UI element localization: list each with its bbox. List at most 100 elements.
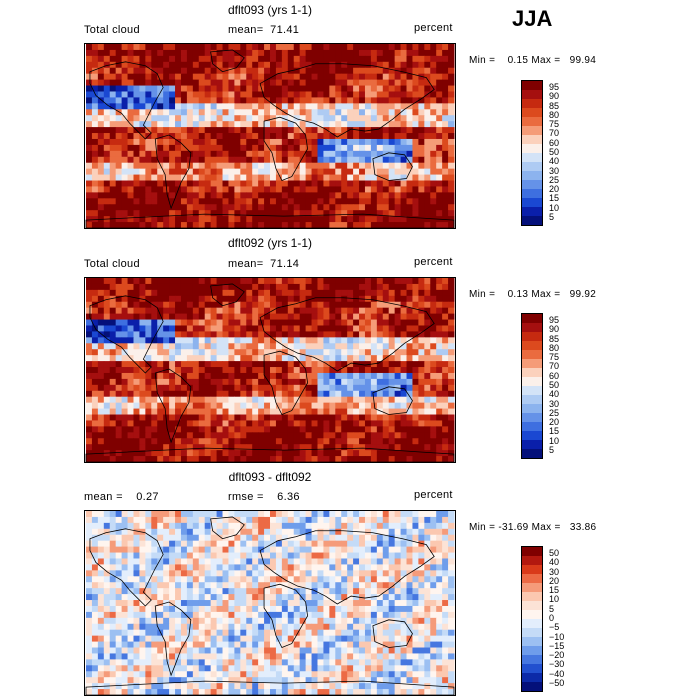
coastline [210, 516, 245, 540]
colorbar-swatch [522, 126, 542, 135]
panel-1-map [84, 43, 456, 229]
coastline [372, 386, 413, 415]
panel-1-min-label: Min = [469, 55, 496, 66]
colorbar-swatch [522, 341, 542, 350]
coastline [263, 583, 309, 649]
colorbar-label: 30 [549, 566, 560, 577]
colorbar-swatch [522, 189, 542, 198]
colorbar-swatch [522, 592, 542, 601]
colorbar-label: 40 [549, 389, 560, 400]
colorbar-label: 50 [549, 379, 560, 390]
colorbar-label: −10 [549, 631, 565, 642]
colorbar-swatch [522, 108, 542, 117]
panel-1-colorbar-labels: 95 90 85 80 75 70 60 50 40 30 25 20 15 10 5 [549, 82, 560, 222]
colorbar-label: 20 [549, 417, 560, 428]
panel-3-mean: mean = 0.27 [84, 491, 159, 503]
coastline [89, 295, 164, 374]
panel-2-colorbar [521, 313, 543, 459]
panel-1-mean-label: mean= [228, 24, 264, 36]
colorbar-swatch [522, 207, 542, 216]
panel-3-colorbar-labels: 50 40 30 20 15 10 5 0 −5 −10 −15 −20 −30 −40 −50 [549, 548, 565, 688]
colorbar-label: −40 [549, 668, 565, 679]
coastline [263, 350, 309, 416]
colorbar-swatch [522, 81, 542, 90]
panel-2-map [84, 277, 456, 463]
panel-3-max-value: 33.86 [569, 522, 597, 533]
colorbar-swatch [522, 422, 542, 431]
colorbar-swatch [522, 144, 542, 153]
panel-2-variable-label: Total cloud [84, 258, 140, 270]
panel-3-rmse-value: 6.36 [277, 491, 300, 503]
colorbar-swatch [522, 404, 542, 413]
panel-1-units: percent [414, 22, 453, 34]
colorbar-label: 70 [549, 361, 560, 372]
colorbar-swatch [522, 601, 542, 610]
colorbar-label: 85 [549, 333, 560, 344]
colorbar-label: 95 [549, 82, 560, 92]
panel-2-minmax: Min = 0.13 Max = 99.92 [469, 289, 596, 300]
colorbar-label: 15 [549, 585, 560, 596]
coastline [263, 116, 309, 182]
panel-3-rmse-label: rmse = [228, 491, 264, 503]
colorbar-label: 25 [549, 407, 560, 418]
colorbar-label: 85 [549, 100, 560, 111]
colorbar-label: 10 [549, 594, 560, 605]
colorbar-swatch [522, 583, 542, 592]
colorbar-swatch [522, 99, 542, 108]
colorbar-label: 95 [549, 315, 560, 325]
colorbar-swatch [522, 350, 542, 359]
colorbar-swatch [522, 664, 542, 673]
coastline [85, 447, 455, 462]
coastline [154, 134, 192, 210]
panel-3-title: dflt093 - dflt092 [228, 470, 312, 484]
colorbar-label: 10 [549, 435, 560, 446]
panel-3-units: percent [414, 489, 453, 501]
colorbar-label: 60 [549, 370, 560, 381]
colorbar-swatch [522, 180, 542, 189]
colorbar-swatch [522, 368, 542, 377]
colorbar-label: 5 [549, 444, 555, 455]
colorbar-swatch [522, 556, 542, 565]
colorbar-label: 80 [549, 109, 560, 120]
panel-2-colorbar-labels: 95 90 85 80 75 70 60 50 40 30 25 20 15 10 5 [549, 315, 560, 455]
panel-3-max-label: Max = [531, 522, 561, 533]
field-map [85, 511, 455, 695]
field-map [85, 278, 455, 462]
colorbar-swatch [522, 216, 542, 225]
colorbar-swatch [522, 628, 542, 637]
coastline [154, 368, 192, 444]
colorbar-swatch [522, 153, 542, 162]
coastline [259, 530, 435, 605]
panel-3-min-label: Min = [469, 522, 496, 533]
colorbar-label: 90 [549, 91, 560, 102]
colorbar-label: 60 [549, 137, 560, 148]
panel-2-units: percent [414, 256, 453, 268]
panel-3-colorbar [521, 546, 543, 692]
colorbar-swatch [522, 117, 542, 126]
season-label: JJA [512, 6, 553, 31]
colorbar-swatch [522, 198, 542, 207]
panel-1-min-value: 0.15 [507, 55, 529, 66]
coastline [372, 619, 413, 648]
colorbar-label: 75 [549, 119, 560, 130]
colorbar-label: 0 [549, 612, 555, 623]
colorbar-label: 70 [549, 128, 560, 139]
colorbar-swatch [522, 646, 542, 655]
colorbar-swatch [522, 332, 542, 341]
colorbar-label: 80 [549, 342, 560, 353]
coastline [210, 283, 245, 307]
colorbar-swatch [522, 637, 542, 646]
colorbar-label: −30 [549, 659, 565, 670]
colorbar-label: 90 [549, 324, 560, 335]
panel-1-title: dflt093 (yrs 1-1) [227, 3, 313, 17]
panel-3-minmax: Min = -31.69 Max = 33.86 [469, 522, 596, 533]
panel-1-mean-value: 71.41 [270, 24, 300, 36]
colorbar-swatch [522, 574, 542, 583]
colorbar-swatch [522, 135, 542, 144]
coastline [259, 297, 435, 372]
colorbar-swatch [522, 323, 542, 332]
coastline [89, 528, 164, 607]
panel-3-map [84, 510, 456, 696]
coastline [89, 61, 164, 140]
panel-1-colorbar [521, 80, 543, 226]
